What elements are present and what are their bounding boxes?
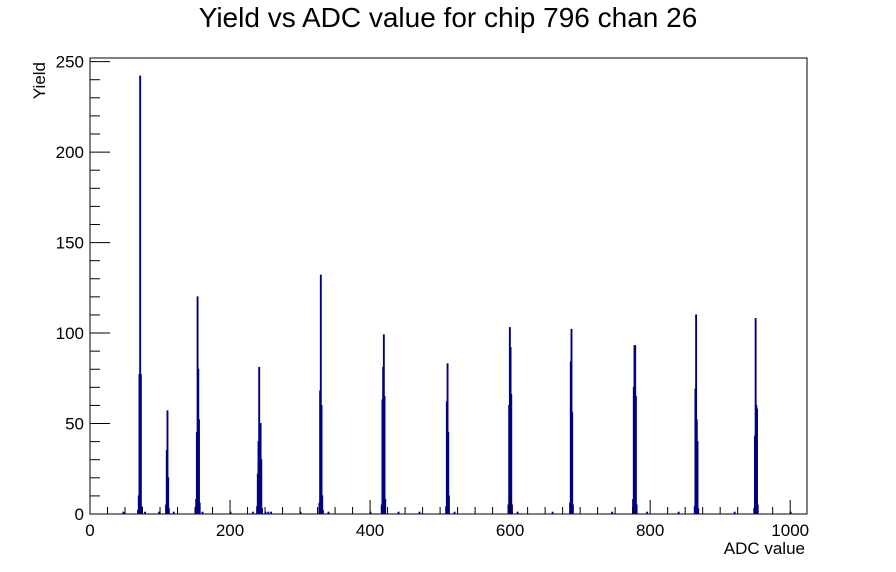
x-tick-label: 1000 [771, 521, 809, 540]
y-tick-label: 250 [56, 53, 84, 72]
histogram-bin [697, 508, 700, 515]
histogram-bin [756, 504, 759, 515]
histogram-bin [756, 408, 758, 515]
y-axis: 0 50 100 150 200 250 [56, 53, 110, 524]
histogram-bin [733, 511, 736, 515]
histogram-bin [448, 495, 450, 515]
histogram-bin [571, 504, 574, 515]
series-layer [122, 75, 792, 515]
histogram-bin [327, 511, 330, 515]
histogram-bin [158, 511, 161, 515]
histogram-bin [167, 508, 170, 515]
histogram-bin [198, 419, 200, 515]
x-tick-label: 0 [85, 521, 94, 540]
histogram-bin [511, 504, 513, 515]
x-tick-label: 200 [216, 521, 244, 540]
y-tick-label: 200 [56, 143, 84, 162]
histogram-bin [646, 511, 649, 515]
histogram-bin [453, 511, 456, 515]
x-tick-label: 600 [496, 521, 524, 540]
histogram-bin [384, 499, 387, 515]
histogram-bin [251, 511, 254, 515]
histogram-bin [677, 511, 680, 515]
histogram-bin [122, 511, 125, 515]
histogram-bin [260, 459, 263, 515]
y-axis-label: Yield [30, 62, 49, 99]
histogram-bin [139, 374, 142, 515]
histogram-bin [611, 511, 614, 515]
histogram-bin [140, 506, 143, 515]
y-tick-label: 150 [56, 234, 84, 253]
histogram-bin [321, 509, 324, 515]
histogram-bin [267, 511, 270, 515]
x-axis: 0 200 400 600 800 1000 [85, 500, 809, 540]
histogram-bin [201, 511, 204, 515]
histogram-bin [270, 511, 273, 515]
histogram-bin [516, 511, 519, 515]
histogram-bin [635, 504, 638, 515]
y-tick-label: 50 [65, 415, 84, 434]
x-tick-label: 400 [356, 521, 384, 540]
y-tick-label: 100 [56, 324, 84, 343]
histogram-bin [510, 394, 513, 515]
x-axis-label: ADC value [724, 539, 805, 558]
histogram-bin [397, 511, 400, 515]
chart-title: Yield vs ADC value for chip 796 chan 26 [198, 2, 698, 33]
histogram-bin [198, 502, 201, 515]
histogram-bin [261, 508, 263, 515]
histogram-bin [383, 395, 386, 515]
histogram-bin [144, 511, 147, 515]
histogram-bin [418, 511, 421, 515]
histogram-bin [696, 441, 699, 515]
histogram-bin [551, 511, 554, 515]
y-tick-label: 0 [75, 505, 84, 524]
x-tick-label: 800 [636, 521, 664, 540]
histogram-bin [172, 511, 175, 515]
histogram-bin [634, 395, 637, 515]
histogram-bin [571, 412, 574, 515]
